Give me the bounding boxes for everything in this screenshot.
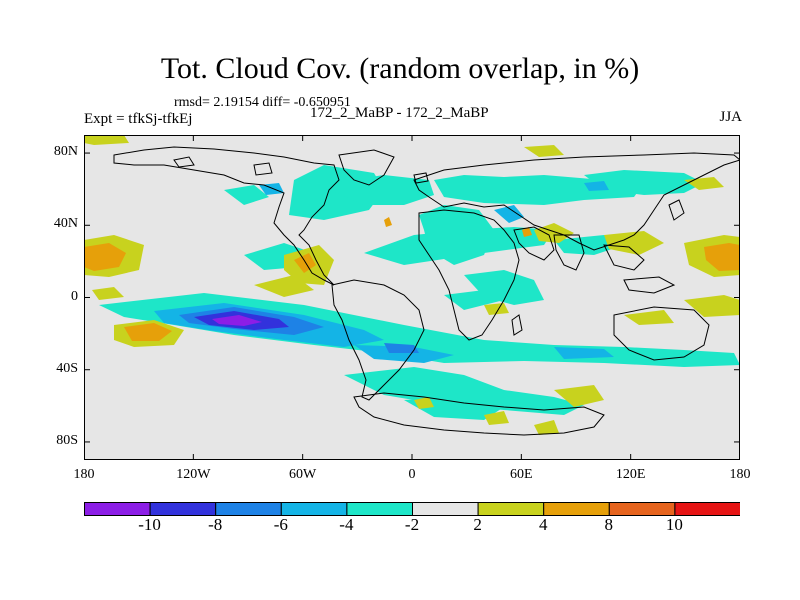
colorbar-box — [280, 502, 348, 516]
lat-label-40s: 40S — [56, 360, 78, 376]
lon-label-120e: 120E — [615, 467, 646, 482]
colorbar-label: -2 — [404, 515, 420, 534]
band-plus4-plus8 — [84, 217, 740, 341]
colorbar-box — [215, 502, 282, 516]
colorbar-box — [149, 502, 217, 516]
lon-label-0: 0 — [408, 467, 416, 482]
colorbar-box — [608, 502, 676, 516]
lon-label-60e: 60E — [510, 467, 533, 482]
lat-label-80n: 80N — [53, 144, 78, 160]
season-label: JJA — [719, 109, 742, 125]
lat-label-40n: 40N — [53, 216, 78, 232]
lon-label-120w: 120W — [176, 467, 211, 482]
colorbar-box — [84, 502, 151, 516]
stats-label: rmsd= 2.19154 diff= -0.650951 — [174, 95, 351, 110]
comparison-label: 172_2_MaBP - 172_2_MaBP — [310, 105, 489, 121]
colorbar-label: 8 — [604, 515, 614, 534]
colorbar-label: 10 — [665, 515, 683, 534]
colorbar-label: 2 — [473, 515, 482, 534]
anomaly-fields — [84, 135, 740, 435]
lat-label-80s: 80S — [56, 432, 78, 448]
cloud-cover-map — [84, 135, 740, 460]
colorbar-box — [412, 502, 479, 516]
colorbar-label: -4 — [339, 515, 354, 534]
tick-marks — [84, 135, 740, 460]
plot-title: Tot. Cloud Cov. (random overlap, in %) — [160, 52, 640, 85]
colorbar-box — [674, 502, 740, 516]
band-below-minus10 — [212, 315, 262, 326]
colorbar-box — [543, 502, 610, 516]
lon-label-180w: 180 — [73, 467, 95, 482]
lon-label-180e: 180 — [729, 467, 751, 482]
colorbar-box — [346, 502, 413, 516]
colorbar-label: -6 — [273, 515, 288, 534]
colorbar-label: -8 — [208, 515, 223, 534]
colorbar — [84, 502, 740, 516]
colorbar-label: -10 — [138, 515, 161, 534]
experiment-label: Expt = tfkSj-tfkEj — [84, 111, 193, 127]
lat-label-0: 0 — [71, 288, 78, 304]
coastlines — [113, 146, 740, 436]
lon-label-60w: 60W — [289, 467, 317, 482]
colorbar-box — [477, 502, 545, 516]
colorbar-label: 4 — [538, 515, 548, 534]
